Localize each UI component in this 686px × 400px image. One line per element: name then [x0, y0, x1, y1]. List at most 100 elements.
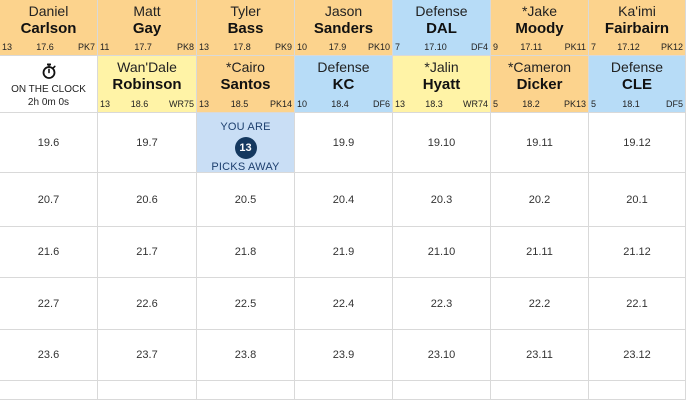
- pick-cell[interactable]: Ka'imi Fairbairn 7 17.12 PK12: [589, 0, 686, 56]
- player-first-name: Tyler: [230, 3, 261, 19]
- bye-week: 10: [297, 42, 308, 52]
- empty-pick-cell[interactable]: 19.12: [589, 113, 686, 173]
- empty-pick-cell[interactable]: 19.10: [393, 113, 491, 173]
- pick-number: 21.11: [526, 246, 553, 258]
- pick-cell[interactable]: Defense CLE 5 18.1 DF5: [589, 56, 686, 113]
- empty-pick-cell[interactable]: [0, 381, 98, 400]
- position-rank: PK10: [367, 42, 390, 52]
- adp-value: 17.12: [617, 42, 640, 52]
- empty-pick-cell[interactable]: 23.7: [98, 330, 197, 381]
- clock-label: ON THE CLOCK: [11, 84, 86, 95]
- empty-pick-cell[interactable]: 22.3: [393, 278, 491, 330]
- pick-number: 19.10: [427, 136, 456, 149]
- bye-week: 13: [199, 42, 210, 52]
- empty-pick-cell[interactable]: 19.7: [98, 113, 197, 173]
- empty-pick-cell[interactable]: 20.1: [589, 173, 686, 227]
- empty-pick-cell[interactable]: 23.10: [393, 330, 491, 381]
- position-rank: DF6: [372, 99, 390, 109]
- empty-pick-cell[interactable]: 22.4: [295, 278, 393, 330]
- pick-number: 22.7: [37, 297, 60, 310]
- bye-week: 10: [297, 99, 308, 109]
- empty-pick-cell[interactable]: 19.6: [0, 113, 98, 173]
- pick-cell[interactable]: *Cairo Santos 13 18.5 PK14: [197, 56, 295, 113]
- empty-pick-cell[interactable]: 21.8: [197, 227, 295, 278]
- pick-number: 21.6: [37, 246, 60, 258]
- bye-week: 7: [591, 42, 597, 52]
- position-rank: PK8: [176, 42, 194, 52]
- player-first-name: *Cameron: [507, 59, 572, 75]
- empty-pick-cell[interactable]: 20.2: [491, 173, 589, 227]
- empty-pick-cell[interactable]: 19.11: [491, 113, 589, 173]
- pick-cell[interactable]: Tyler Bass 13 17.8 PK9: [197, 0, 295, 56]
- position-rank: DF4: [470, 42, 488, 52]
- pick-cell[interactable]: *Cameron Dicker 5 18.2 PK13: [491, 56, 589, 113]
- empty-pick-cell[interactable]: 22.1: [589, 278, 686, 330]
- empty-pick-cell[interactable]: 20.5: [197, 173, 295, 227]
- empty-pick-cell[interactable]: [393, 381, 491, 400]
- empty-pick-cell[interactable]: 23.6: [0, 330, 98, 381]
- bye-week: 5: [591, 99, 597, 109]
- picks-away-line1: YOU ARE: [220, 121, 271, 133]
- empty-pick-cell[interactable]: [197, 381, 295, 400]
- empty-pick-cell[interactable]: 21.9: [295, 227, 393, 278]
- pick-cell[interactable]: Wan'Dale Robinson 13 18.6 WR75: [98, 56, 197, 113]
- empty-pick-cell[interactable]: 23.8: [197, 330, 295, 381]
- empty-pick-cell[interactable]: [491, 381, 589, 400]
- empty-pick-cell[interactable]: 21.6: [0, 227, 98, 278]
- empty-pick-cell[interactable]: [589, 381, 686, 400]
- pick-meta: 13 18.6 WR75: [100, 99, 194, 109]
- empty-pick-cell[interactable]: 22.2: [491, 278, 589, 330]
- player-first-name: Defense: [610, 59, 664, 75]
- pick-number: 21.10: [427, 246, 456, 258]
- empty-pick-cell[interactable]: 20.4: [295, 173, 393, 227]
- empty-pick-cell[interactable]: 20.3: [393, 173, 491, 227]
- pick-meta: 13 17.8 PK9: [199, 42, 292, 52]
- adp-value: 18.2: [522, 99, 540, 109]
- stopwatch-icon: [41, 63, 57, 79]
- pick-number: 19.12: [623, 136, 651, 149]
- empty-pick-cell[interactable]: [98, 381, 197, 400]
- pick-meta: 7 17.12 PK12: [591, 42, 683, 52]
- position-rank: PK12: [660, 42, 683, 52]
- player-first-name: Jason: [324, 3, 363, 19]
- player-first-name: Ka'imi: [618, 3, 656, 19]
- pick-number: 22.5: [234, 297, 257, 310]
- empty-pick-cell[interactable]: 22.7: [0, 278, 98, 330]
- empty-pick-cell[interactable]: 23.9: [295, 330, 393, 381]
- pick-cell[interactable]: Defense KC 10 18.4 DF6: [295, 56, 393, 113]
- empty-pick-cell[interactable]: 21.7: [98, 227, 197, 278]
- empty-pick-cell[interactable]: 22.5: [197, 278, 295, 330]
- pick-cell[interactable]: *Jake Moody 9 17.11 PK11: [491, 0, 589, 56]
- player-first-name: Defense: [317, 59, 370, 75]
- pick-meta: 5 18.2 PK13: [493, 99, 586, 109]
- player-last-name: DAL: [426, 20, 457, 37]
- player-last-name: Dicker: [516, 76, 563, 93]
- pick-cell[interactable]: *Jalin Hyatt 13 18.3 WR74: [393, 56, 491, 113]
- empty-pick-cell[interactable]: 19.9: [295, 113, 393, 173]
- pick-meta: 9 17.11 PK11: [493, 42, 586, 52]
- empty-pick-cell[interactable]: 20.7: [0, 173, 98, 227]
- empty-pick-cell[interactable]: 21.11: [491, 227, 589, 278]
- pick-cell[interactable]: Defense DAL 7 17.10 DF4: [393, 0, 491, 56]
- bye-week: 5: [493, 99, 499, 109]
- empty-pick-cell[interactable]: 22.6: [98, 278, 197, 330]
- empty-pick-cell[interactable]: 21.12: [589, 227, 686, 278]
- empty-pick-cell[interactable]: 21.10: [393, 227, 491, 278]
- empty-pick-cell[interactable]: [295, 381, 393, 400]
- player-last-name: CLE: [622, 76, 652, 93]
- empty-pick-cell[interactable]: 23.12: [589, 330, 686, 381]
- pick-meta: 10 17.9 PK10: [297, 42, 390, 52]
- empty-pick-cell[interactable]: 23.11: [491, 330, 589, 381]
- player-first-name: Defense: [415, 3, 468, 19]
- clock-timer: 2h 0m 0s: [27, 97, 70, 108]
- bye-week: 9: [493, 42, 499, 52]
- pick-cell[interactable]: Matt Gay 11 17.7 PK8: [98, 0, 197, 56]
- pick-number: 21.9: [332, 246, 355, 258]
- pick-number: 23.7: [136, 349, 158, 361]
- bye-week: 13: [2, 42, 13, 52]
- empty-pick-cell[interactable]: 20.6: [98, 173, 197, 227]
- bye-week: 11: [100, 42, 110, 52]
- pick-cell[interactable]: Jason Sanders 10 17.9 PK10: [295, 0, 393, 56]
- pick-cell[interactable]: Daniel Carlson 13 17.6 PK7: [0, 0, 98, 56]
